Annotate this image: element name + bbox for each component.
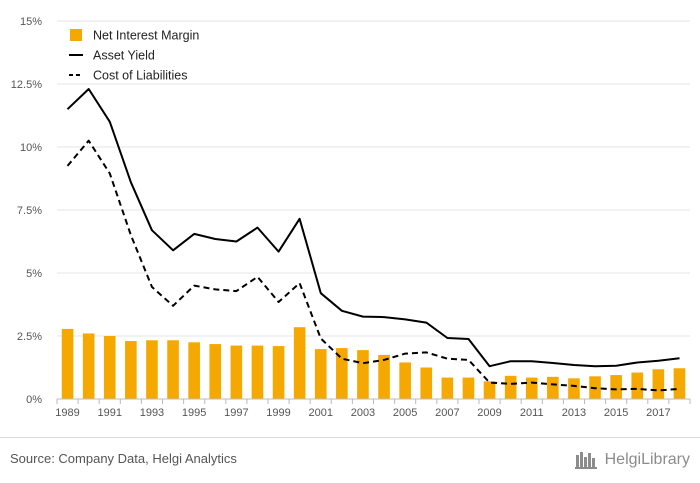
legend-label: Net Interest Margin [93, 29, 199, 43]
bar-2011 [525, 377, 538, 399]
x-axis-ticks [56, 399, 691, 404]
y-tick-label: 2.5% [17, 331, 42, 343]
y-tick-label: 12.5% [11, 79, 42, 91]
bar-2003 [357, 350, 369, 399]
x-tick-label: 1991 [98, 407, 122, 419]
bar-2004 [378, 354, 390, 399]
bar-2007 [441, 377, 454, 399]
line-series [66, 88, 680, 392]
legend: Net Interest Margin Asset Yield Cost of Li… [69, 29, 199, 83]
bar-1992 [125, 341, 137, 399]
bar-1998 [251, 345, 264, 399]
y-tick-label: 0% [26, 394, 42, 406]
bar-1994 [167, 340, 179, 399]
brand-name: HelgiLibrary [604, 451, 690, 468]
x-tick-label: 2015 [604, 407, 628, 419]
x-tick-label: 1997 [224, 407, 248, 419]
x-tick-label: 1993 [140, 407, 164, 419]
y-axis-labels: 0% 2.5% 5% 7.5% 10% 12.5% 15% [11, 16, 42, 406]
bar-2017 [652, 369, 665, 399]
legend-label: Asset Yield [93, 49, 155, 63]
source-note: Source: Company Data, Helgi Analytics [10, 451, 237, 466]
brand[interactable]: HelgiLibrary [574, 446, 690, 474]
x-tick-label: 2007 [435, 407, 459, 419]
bar-2000 [293, 327, 306, 399]
legend-swatch-net-interest-margin [70, 29, 82, 41]
x-tick-label: 2017 [646, 407, 670, 419]
x-tick-label: 1989 [55, 407, 79, 419]
x-tick-label: 1999 [266, 407, 290, 419]
bar-2009 [483, 381, 496, 399]
asset-yield-line [66, 88, 680, 368]
bar-1993 [146, 340, 158, 399]
helgi-library-logo-icon [574, 452, 597, 469]
x-tick-label: 2003 [351, 407, 375, 419]
x-tick-label: 2011 [520, 407, 544, 419]
y-tick-label: 5% [26, 268, 42, 280]
legend-label: Cost of Liabilities [93, 69, 188, 83]
bar-1995 [188, 342, 200, 399]
cost-of-liabilities-line [66, 139, 680, 392]
bar-2010 [504, 375, 517, 399]
bar-1989 [61, 328, 74, 399]
bar-1991 [103, 336, 116, 399]
bar-2005 [399, 362, 411, 399]
chart: 0% 2.5% 5% 7.5% 10% 12.5% 15% 1989 1991 1993 1995… [11, 16, 691, 419]
bar-1997 [230, 345, 243, 399]
bar-2013 [568, 378, 580, 399]
bar-2015 [610, 375, 622, 399]
bar-2001 [314, 349, 327, 399]
y-tick-label: 7.5% [17, 205, 42, 217]
chart-grid [57, 20, 690, 337]
x-tick-label: 2009 [477, 407, 501, 419]
x-tick-label: 1995 [182, 407, 206, 419]
x-tick-label: 2001 [309, 407, 333, 419]
footer-divider [0, 437, 700, 438]
y-tick-label: 15% [20, 16, 42, 28]
x-axis-labels: 1989 1991 1993 1995 1997 1999 2001 2003 2005 2007… [55, 407, 670, 419]
bar-2008 [462, 377, 475, 399]
bar-2002 [336, 348, 348, 399]
bar-2012 [547, 376, 559, 399]
bar-1999 [272, 346, 285, 399]
bar-series-net-interest-margin [61, 327, 686, 399]
bar-1990 [82, 333, 95, 399]
y-tick-label: 10% [20, 142, 42, 154]
bar-2018 [673, 368, 686, 399]
bar-1996 [209, 344, 222, 399]
x-tick-label: 2013 [562, 407, 586, 419]
bar-2006 [420, 367, 433, 399]
x-tick-label: 2005 [393, 407, 417, 419]
bar-2016 [631, 372, 644, 399]
